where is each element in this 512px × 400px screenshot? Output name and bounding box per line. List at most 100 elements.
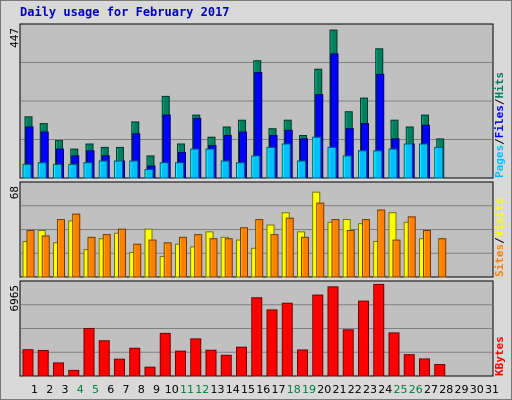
bar-kbytes [190,338,202,377]
x-tick-label: 6 [107,383,114,396]
bar-sites [224,238,233,278]
bar-kbytes [281,302,293,377]
y-max-label: 447 [8,28,21,48]
bar-sites [102,234,111,278]
x-tick-label: 17 [272,383,286,396]
right-axis-label-part: Files [493,105,506,138]
right-axis-label-part: Hits [493,72,506,99]
right-axis-label-part: Visits [493,198,506,238]
bar-pages [129,160,139,179]
bar-pages [373,150,383,179]
bar-pages [327,146,337,179]
bar-pages [83,162,93,179]
right-axis-label-part: KBytes [493,336,506,376]
bar-sites [133,243,142,278]
bar-kbytes [129,347,141,377]
bar-pages [68,163,78,179]
bar-kbytes [114,358,125,377]
bar-pages [98,160,108,179]
x-tick-label: 12 [195,383,209,396]
x-tick-label: 11 [180,383,194,396]
bar-kbytes [144,366,156,377]
bar-sites [255,219,264,278]
x-tick-label: 1 [31,383,38,396]
x-tick-label: 4 [77,383,84,396]
bar-pages [220,160,230,179]
bar-kbytes [434,364,446,377]
bar-sites [26,230,35,278]
bar-pages [205,148,215,179]
bar-sites [423,230,431,278]
bar-kbytes [98,340,110,377]
bar-kbytes [205,349,217,377]
x-tick-label: 27 [424,383,438,396]
bar-kbytes [53,362,64,377]
x-tick-label: 31 [485,383,499,396]
x-tick-label: 14 [226,383,240,396]
bar-sites [72,213,81,278]
bar-kbytes [312,294,324,377]
bar-sites [407,216,416,278]
bar-kbytes [68,369,80,377]
bar-kbytes [358,300,369,377]
bar-pages [281,143,291,179]
right-axis-label: Pages/Files/Hits [493,72,506,178]
x-tick-label: 16 [256,383,270,396]
right-axis-label: KBytes [493,336,506,376]
bar-kbytes [297,349,308,377]
bar-pages [175,162,184,179]
right-axis-label-part: Pages [493,145,506,178]
x-tick-label: 19 [302,383,316,396]
bar-sites [362,219,370,278]
x-tick-label: 30 [470,383,484,396]
bar-sites [377,209,386,278]
bar-sites [285,217,294,278]
bar-pages [419,143,428,179]
bar-kbytes [251,297,263,377]
bar-sites [148,239,157,278]
bar-pages [312,136,322,179]
x-tick-label: 3 [62,383,69,396]
bar-kbytes [220,354,232,377]
x-tick-label: 10 [165,383,179,396]
bar-sites [438,238,447,278]
x-tick-label: 7 [123,383,130,396]
bar-sites [179,236,187,278]
bar-sites [194,234,203,278]
bar-pages [22,163,32,179]
bar-sites [57,219,65,278]
right-axis-label-part: / [493,138,506,145]
bar-kbytes [388,332,400,377]
bar-pages [251,155,261,179]
bar-pages [190,148,200,179]
x-tick-label: 25 [394,383,408,396]
bar-sites [163,242,172,278]
x-tick-label: 5 [92,383,99,396]
bar-kbytes [236,346,247,377]
bar-pages [358,150,367,179]
x-tick-label: 26 [409,383,423,396]
bar-sites [392,239,401,278]
bar-pages [297,160,306,179]
bar-kbytes [373,283,385,377]
bar-sites [209,238,218,278]
bar-pages [342,155,352,179]
bar-kbytes [159,332,171,377]
x-tick-label: 13 [211,383,225,396]
bar-pages [159,162,169,179]
bar-pages [388,148,398,179]
x-tick-label: 23 [363,383,377,396]
right-axis-label-part: / [493,237,506,244]
x-tick-label: 2 [46,383,53,396]
x-tick-label: 28 [439,383,453,396]
bar-kbytes [266,309,278,377]
x-tick-label: 21 [333,383,347,396]
bar-pages [434,146,444,179]
bar-sites [331,219,340,278]
bar-sites [346,230,355,278]
bar-sites [41,235,50,278]
bar-kbytes [342,329,354,377]
right-axis-label-part: Sites [493,244,506,277]
bar-pages [266,146,276,179]
